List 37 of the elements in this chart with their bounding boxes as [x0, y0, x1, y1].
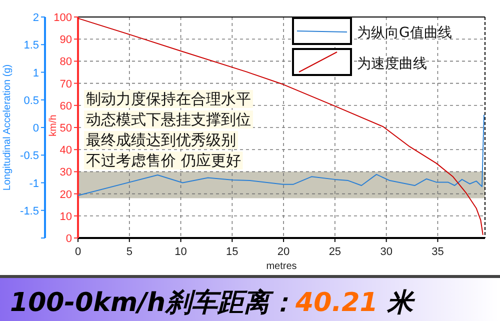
annotation: 不过考虑售价 仍应更好: [86, 152, 241, 170]
x-tick-label: 10: [174, 246, 187, 258]
y2-tick-label: 2: [32, 12, 39, 24]
title: 100-0km/h刹车距离：40.21 米: [10, 288, 413, 318]
y-tick-label: 30: [60, 166, 72, 179]
y-tick-label: 80: [60, 56, 72, 68]
annotation: 最终成绩达到优秀级别: [86, 131, 236, 149]
legend-label: 为速度曲线: [357, 56, 427, 72]
y-tick-label: 90: [60, 34, 72, 46]
x-tick-label: 0: [74, 246, 82, 258]
x-tick-label: 35: [432, 246, 444, 258]
y2-tick-label: -1: [29, 178, 39, 190]
y-tick-label: 20: [60, 188, 72, 201]
y-tick-label: 60: [60, 100, 72, 112]
y-tick-label: 70: [60, 78, 72, 90]
y2-tick-label: -1.5: [20, 205, 39, 218]
x-axis-title: metres: [266, 261, 297, 272]
y-tick-label: 0: [66, 233, 72, 245]
annotation: 制动力度保持在合理水平: [86, 90, 251, 108]
y-axis-title: km/h: [48, 114, 59, 136]
legend-label: 为纵向G值曲线: [357, 25, 452, 41]
y2-tick-label: 1.5: [24, 40, 39, 52]
annotation: 动态模式下悬挂支撑到位: [86, 110, 251, 128]
x-tick-label: 15: [226, 246, 238, 258]
x-tick-label: 30: [380, 246, 392, 258]
x-tick-label: 25: [328, 246, 342, 258]
y2-axis-title: Longitudinal Acceleration (g): [2, 64, 13, 191]
y2-tick-label: -0.5: [20, 150, 39, 162]
y-tick-label: 10: [60, 210, 72, 223]
x-tick-label: 5: [126, 246, 132, 258]
y-tick-label: 100: [54, 12, 72, 24]
y2-tick-label: 0: [32, 122, 39, 134]
y-tick-label: 50: [60, 122, 72, 134]
y2-tick-label: 1: [32, 67, 39, 80]
y2-tick-label: 0.5: [24, 94, 39, 107]
y-tick-label: 40: [60, 144, 72, 157]
x-tick-label: 20: [277, 246, 290, 258]
